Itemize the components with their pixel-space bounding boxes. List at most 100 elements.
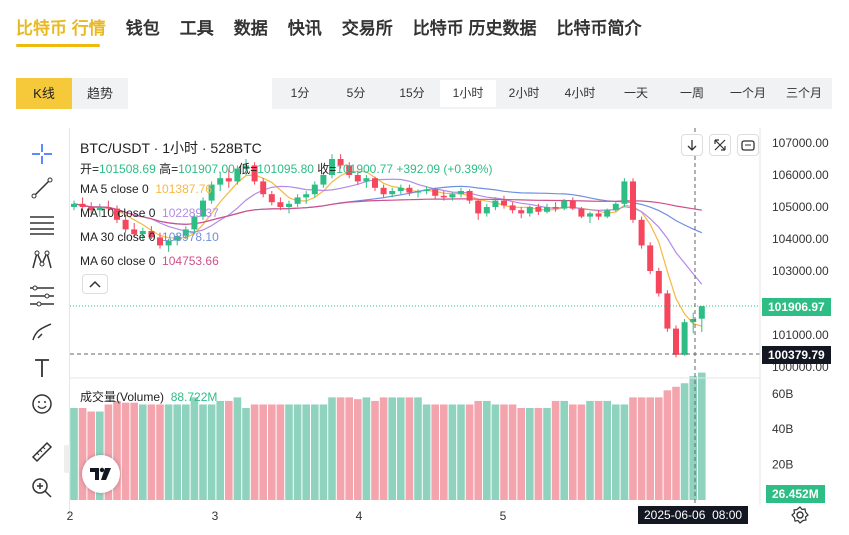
volume-bar <box>698 372 706 500</box>
volume-bar <box>207 404 216 500</box>
timeframe-5m[interactable]: 5分 <box>346 86 366 100</box>
candle-body <box>200 200 206 217</box>
volume-bar <box>534 408 543 500</box>
crosshair-date: 2025-06-06 <box>644 508 706 522</box>
nav-item-history[interactable]: 比特币 历史数据 <box>412 19 537 38</box>
candle-body <box>655 271 662 294</box>
price-axis-label: 101000.00 <box>772 328 829 342</box>
volume-bar <box>70 408 78 500</box>
scroll-to-latest-button[interactable] <box>681 134 703 156</box>
candle-body <box>71 203 77 207</box>
candle-body <box>234 168 241 182</box>
ma10-line <box>73 178 703 285</box>
candle-body <box>397 187 404 191</box>
toolbar-collapse-handle[interactable] <box>64 445 70 473</box>
candle-body <box>329 159 335 175</box>
legend-collapse-button[interactable] <box>82 274 108 294</box>
candle-body <box>698 306 705 319</box>
candle-body <box>389 191 396 195</box>
volume-bar <box>680 383 689 500</box>
candle-body <box>372 178 378 188</box>
candle-body <box>174 235 181 241</box>
volume-bar <box>345 397 353 500</box>
tab-kline[interactable]: K线 <box>16 78 72 109</box>
candle-body <box>544 207 550 212</box>
nav-item-btc-market[interactable]: 比特币 行情 <box>16 19 106 38</box>
volume-bar <box>199 404 207 500</box>
timeframe-1d[interactable]: 一天 <box>623 86 648 100</box>
volume-bar <box>551 400 560 500</box>
tab-trend[interactable]: 趋势 <box>86 86 113 101</box>
candle-body <box>483 207 490 214</box>
trend-line-icon[interactable] <box>22 174 62 202</box>
candle-body <box>492 200 499 207</box>
timeframe-3mo[interactable]: 三个月 <box>785 86 822 100</box>
volume-bar <box>508 404 517 500</box>
volume-bar <box>577 404 586 500</box>
date-axis-label: 4 <box>356 509 363 523</box>
timeframe-1m[interactable]: 1分 <box>290 86 310 100</box>
screenshot-button[interactable] <box>737 134 759 156</box>
candle-body <box>432 189 439 196</box>
ma30-value: 103978.10 <box>162 230 219 244</box>
timeframe-1mo[interactable]: 一个月 <box>729 86 766 100</box>
volume-bar <box>560 400 568 500</box>
volume-value: 88.722M <box>170 390 218 404</box>
volume-tag: 26.452M <box>766 485 825 503</box>
zoom-in-icon[interactable] <box>22 474 62 502</box>
volume-bar <box>242 408 250 500</box>
candle-body <box>690 319 697 323</box>
fibonacci-icon[interactable] <box>22 282 62 310</box>
volume-bar <box>139 404 147 500</box>
ohlc-readout: 开=101508.69 高=101907.00 低=101095.80 收=10… <box>80 160 492 177</box>
candle-body <box>681 322 688 355</box>
timeframe-2h[interactable]: 2小时 <box>508 86 540 100</box>
chart-type-tabs: K线 趋势 <box>16 78 128 109</box>
chart-settings-button[interactable] <box>791 506 809 529</box>
candle-body <box>165 240 172 246</box>
candle-body <box>243 165 249 169</box>
timeframe-4h[interactable]: 4小时 <box>564 86 596 100</box>
candle-body <box>96 207 103 211</box>
candle-body <box>630 181 636 220</box>
candle-body <box>449 194 456 198</box>
expand-icon <box>714 139 726 151</box>
symbol-title: BTC/USDT · 1小时 · 528BTC <box>80 140 262 156</box>
brush-icon[interactable] <box>22 318 62 346</box>
volume-bar <box>319 404 328 500</box>
candle-body <box>217 178 224 185</box>
ma5-label: MA 5 close 0 <box>80 182 149 196</box>
candle-body <box>458 191 464 195</box>
nav-item-tools[interactable]: 工具 <box>179 19 214 38</box>
crosshair-icon[interactable] <box>22 140 62 168</box>
timeframe-15m[interactable]: 15分 <box>399 86 425 100</box>
text-tool-icon[interactable] <box>22 354 62 382</box>
candle-body <box>157 237 163 246</box>
volume-bar <box>388 397 396 500</box>
fullscreen-button[interactable] <box>709 134 731 156</box>
volume-bar <box>448 404 457 500</box>
ruler-icon[interactable] <box>22 438 62 466</box>
candle-body <box>501 200 507 206</box>
timeframe-1w[interactable]: 一周 <box>679 86 704 100</box>
nav-item-news[interactable]: 快讯 <box>287 19 322 38</box>
ma5-legend: MA 5 close 0 101387.76 <box>80 182 212 196</box>
candle-body <box>208 184 215 201</box>
pattern-icon[interactable] <box>22 246 62 274</box>
candle-body <box>621 181 628 204</box>
last-price-tag: 101906.97 <box>762 298 831 316</box>
parallel-lines-icon[interactable] <box>22 210 62 238</box>
nav-item-intro[interactable]: 比特币简介 <box>556 19 642 38</box>
nav-item-wallet[interactable]: 钱包 <box>125 19 160 38</box>
chevron-up-icon <box>89 280 101 288</box>
timeframe-1h[interactable]: 1小时 <box>440 80 496 107</box>
ma10-legend: MA 10 close 0 102289.37 <box>80 206 219 220</box>
nav-item-data[interactable]: 数据 <box>233 19 268 38</box>
emoji-icon[interactable] <box>22 390 62 418</box>
volume-bar <box>233 397 242 500</box>
volume-bar <box>113 400 121 500</box>
tradingview-logo[interactable] <box>82 455 120 493</box>
nav-item-exchanges[interactable]: 交易所 <box>341 19 393 38</box>
volume-bar <box>637 397 646 500</box>
